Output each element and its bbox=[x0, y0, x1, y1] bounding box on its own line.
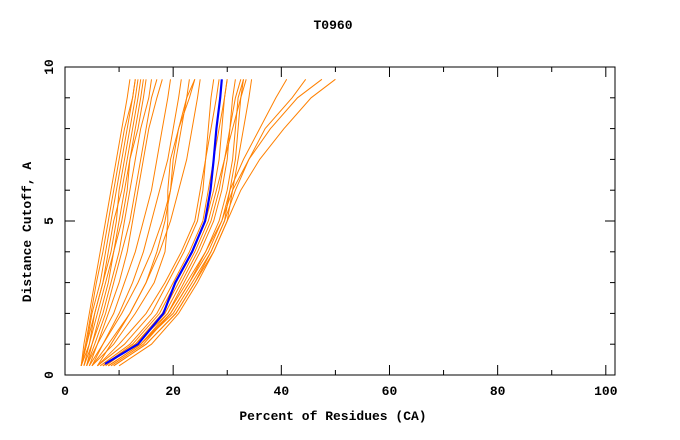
model-curve-1 bbox=[80, 79, 131, 366]
model-curve-3 bbox=[83, 79, 142, 366]
curves bbox=[80, 78, 336, 367]
model-curve-4 bbox=[86, 79, 147, 366]
model-curve-2 bbox=[80, 79, 136, 366]
x-tick-label: 20 bbox=[165, 384, 181, 399]
model-curve-17 bbox=[97, 79, 215, 367]
model-curve-29 bbox=[102, 79, 288, 367]
model-curve-15 bbox=[91, 79, 201, 367]
x-tick-label: 0 bbox=[61, 384, 69, 399]
model-curve-25 bbox=[97, 79, 220, 367]
model-curve-12 bbox=[91, 79, 182, 367]
chart-title: T0960 bbox=[313, 18, 352, 33]
model-curve-30 bbox=[108, 79, 307, 367]
x-tick-label: 100 bbox=[594, 384, 618, 399]
model-curve-14 bbox=[96, 79, 196, 367]
model-curve-16 bbox=[91, 79, 196, 367]
highlight-curve bbox=[104, 79, 223, 365]
y-tick-label: 5 bbox=[42, 217, 57, 225]
x-tick-label: 40 bbox=[274, 384, 290, 399]
axis-ticks: 0 20 40 60 80 100 0 5 10 bbox=[42, 59, 618, 399]
y-tick-label: 10 bbox=[42, 59, 57, 75]
model-curve-19 bbox=[108, 79, 236, 367]
model-curve-7 bbox=[86, 79, 158, 366]
model-curve-5 bbox=[80, 79, 139, 366]
model-curve-10 bbox=[80, 79, 144, 366]
model-curve-21 bbox=[99, 79, 228, 367]
model-curve-6 bbox=[83, 79, 152, 366]
model-curve-13 bbox=[88, 79, 190, 367]
model-curve-8 bbox=[80, 79, 136, 366]
y-tick-label: 0 bbox=[42, 371, 57, 379]
x-tick-label: 80 bbox=[490, 384, 506, 399]
model-curve-24 bbox=[110, 79, 244, 367]
model-curve-9 bbox=[88, 79, 163, 366]
x-axis-label: Percent of Residues (CA) bbox=[239, 409, 426, 424]
model-curve-11 bbox=[86, 79, 171, 367]
plot-frame bbox=[64, 66, 616, 376]
x-tick-label: 60 bbox=[382, 384, 398, 399]
model-curve-26 bbox=[102, 79, 247, 367]
model-curve-28 bbox=[113, 78, 336, 367]
y-axis-label: Distance Cutoff, A bbox=[20, 162, 35, 303]
